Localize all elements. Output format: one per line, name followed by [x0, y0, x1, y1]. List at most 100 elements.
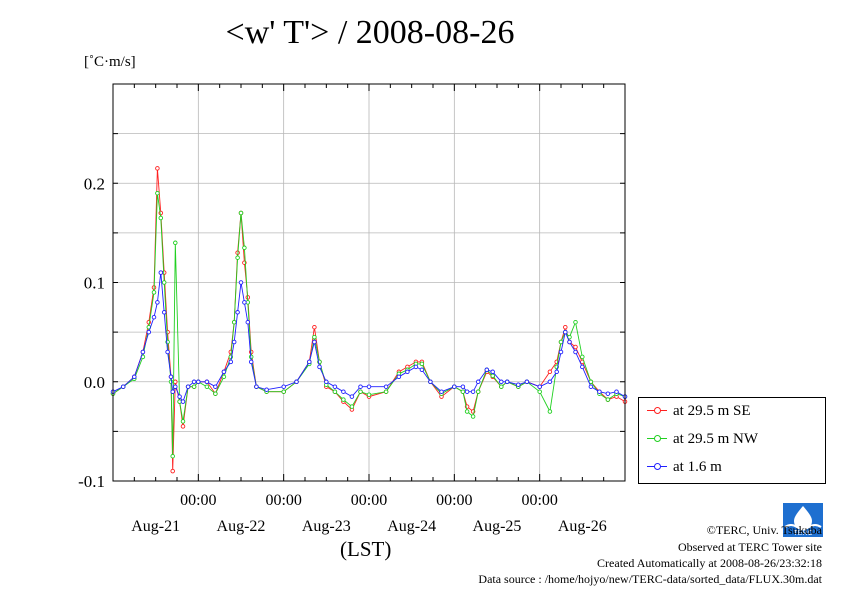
legend-label-se: at 29.5 m SE — [673, 402, 751, 419]
y-tick-label: 0.1 — [84, 274, 105, 293]
data-point — [213, 391, 218, 396]
data-point — [396, 374, 402, 380]
y-tick-label: 0.2 — [84, 174, 105, 193]
data-point — [614, 389, 619, 394]
credit-copyright: ©TERC, Univ. Tsukuba — [706, 523, 822, 537]
date-label: Aug-24 — [387, 518, 436, 535]
data-point — [238, 210, 244, 216]
data-point — [419, 361, 425, 367]
data-point — [312, 324, 317, 330]
data-point — [405, 369, 410, 375]
data-point — [358, 384, 363, 389]
y-tick-label: 0.0 — [84, 373, 105, 392]
data-point — [170, 453, 175, 459]
legend-marker-se — [647, 406, 667, 416]
data-point — [151, 290, 157, 295]
data-point — [558, 349, 564, 355]
data-point — [248, 359, 254, 365]
data-point — [158, 215, 164, 221]
date-label: Aug-22 — [217, 518, 266, 535]
chart-title: <w' T'> / 2008-08-26 — [225, 14, 515, 51]
data-point — [573, 349, 578, 355]
credit-observed: Observed at TERC Tower site — [677, 540, 822, 554]
data-point — [161, 310, 167, 315]
data-point — [177, 394, 182, 399]
y-axis-unit-label: [˚C·m/s] — [84, 54, 136, 70]
svg-text:TERC: TERC — [793, 530, 812, 537]
data-point — [475, 389, 481, 394]
x-axis-label: (LST) — [340, 537, 392, 561]
data-point — [235, 255, 240, 260]
data-point — [238, 280, 244, 285]
data-point — [165, 349, 170, 355]
data-point — [452, 384, 457, 389]
data-point — [281, 389, 286, 394]
y-tick-label: -0.1 — [78, 472, 105, 491]
data-point — [332, 389, 338, 394]
series-line-1 — [112, 193, 626, 457]
date-label: Aug-25 — [473, 518, 522, 535]
data-point — [312, 334, 317, 340]
data-point — [161, 280, 167, 285]
data-point — [413, 364, 419, 370]
data-point — [170, 389, 175, 394]
terc-logo-icon: TERC — [783, 503, 823, 537]
data-point — [132, 374, 137, 380]
data-point — [419, 367, 425, 373]
legend-marker-1-6m — [647, 462, 667, 472]
data-point — [264, 387, 269, 392]
data-point — [173, 240, 178, 246]
data-point — [358, 389, 363, 394]
data-point — [383, 384, 389, 389]
data-point — [605, 391, 611, 396]
legend-entry-nw: at 29.5 m NW — [647, 429, 758, 449]
data-point — [158, 270, 164, 275]
data-point — [563, 324, 568, 330]
data-point — [235, 310, 240, 315]
data-point — [484, 367, 490, 373]
data-point — [155, 300, 160, 305]
date-label: Aug-23 — [302, 518, 351, 535]
data-point — [196, 379, 201, 385]
series-2 — [110, 270, 628, 404]
data-point — [231, 319, 237, 325]
data-point — [294, 379, 299, 385]
data-point — [245, 319, 251, 325]
data-point — [475, 379, 481, 385]
data-point — [537, 389, 542, 394]
data-point — [490, 373, 495, 379]
data-point — [439, 389, 444, 394]
data-point — [281, 384, 286, 389]
data-point — [341, 397, 346, 402]
data-point — [168, 374, 174, 380]
credit-created: Created Automatically at 2008-08-26/23:3… — [597, 556, 822, 570]
x-tick-label: 00:00 — [521, 492, 557, 509]
legend-entry-1-6m: at 1.6 m — [647, 457, 722, 477]
data-point — [146, 329, 152, 335]
credit-data-source: Data source : /home/hojyo/new/TERC-data/… — [478, 572, 822, 586]
data-point — [504, 379, 510, 385]
data-point — [213, 384, 218, 389]
data-point — [580, 364, 585, 370]
data-point — [460, 384, 466, 389]
legend-entry-se: at 29.5 m SE — [647, 401, 751, 421]
legend-marker-nw — [647, 434, 667, 444]
data-point — [547, 409, 553, 414]
data-point — [428, 379, 433, 385]
data-point — [231, 339, 237, 345]
data-point — [180, 424, 186, 429]
data-point — [567, 339, 572, 345]
data-point — [228, 359, 234, 365]
data-point — [470, 414, 476, 419]
data-point — [516, 382, 521, 387]
series-line-0 — [112, 168, 626, 472]
data-point — [242, 245, 247, 251]
legend-label-nw: at 29.5 m NW — [673, 430, 758, 447]
data-point — [155, 166, 160, 171]
data-point — [204, 384, 210, 389]
data-point — [366, 384, 372, 389]
plot-frame — [112, 83, 626, 482]
data-point — [383, 389, 389, 394]
x-tick-label: 00:00 — [351, 492, 387, 509]
data-point — [307, 359, 312, 365]
